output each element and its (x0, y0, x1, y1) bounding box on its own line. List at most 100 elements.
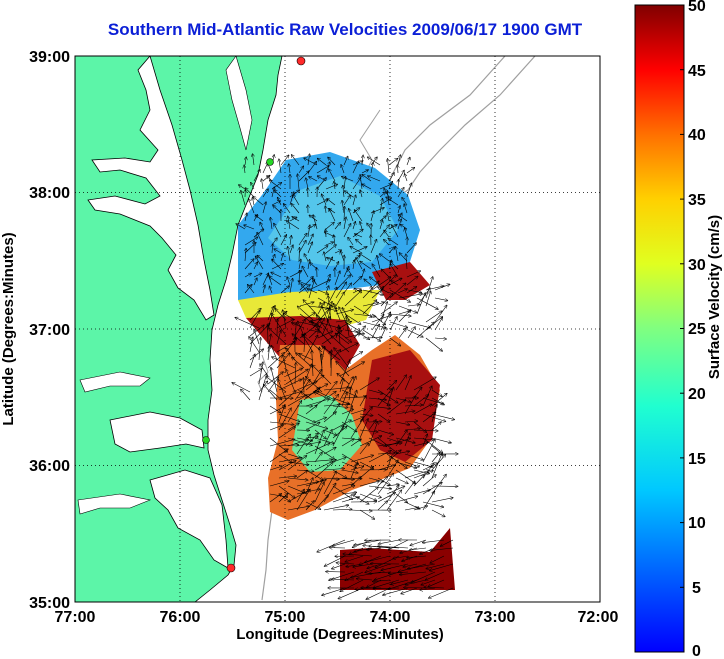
velocity-arrow (362, 329, 381, 341)
velocity-arrow (249, 199, 255, 214)
velocity-arrow (298, 166, 304, 174)
velocity-arrow (370, 239, 377, 254)
velocity-arrow (430, 563, 454, 571)
velocity-arrow (353, 563, 373, 567)
velocity-arrow (262, 179, 264, 190)
velocity-arrow (431, 454, 442, 479)
velocity-arrow (403, 563, 418, 567)
velocity-arrow (292, 217, 300, 222)
velocity-arrow (377, 389, 392, 407)
velocity-arrow (361, 170, 368, 174)
velocity-arrow (317, 289, 329, 294)
velocity-arrow (425, 291, 431, 307)
velocity-arrow (323, 395, 338, 415)
velocity-arrow (308, 280, 314, 299)
river-inlet (79, 371, 151, 393)
velocity-arrow (270, 218, 272, 230)
velocity-arrow (404, 421, 418, 422)
velocity-arrow (386, 485, 399, 503)
velocity-arrow (370, 163, 373, 174)
velocity-arrow (341, 484, 354, 487)
velocity-arrow (302, 266, 309, 278)
velocity-arrow (323, 483, 336, 503)
velocity-arrow (377, 474, 393, 495)
velocity-arrow (341, 497, 359, 503)
delmarva-channel (225, 56, 253, 151)
x-tick-label: 72:00 (578, 609, 619, 626)
velocity-arrow (384, 230, 390, 238)
velocity-arrow (352, 222, 355, 230)
velocity-arrow (278, 392, 301, 399)
velocity-arrow (323, 412, 336, 423)
velocity-arrow (420, 587, 436, 590)
velocity-arrow (395, 461, 417, 468)
velocity-arrow (431, 394, 447, 407)
velocity-field (238, 152, 455, 590)
velocity-arrow (313, 215, 318, 230)
velocity-arrow (404, 396, 415, 415)
chesapeake-bay (87, 56, 215, 321)
velocity-arrow (305, 405, 317, 415)
velocity-arrow (413, 404, 432, 415)
velocity-arrow (335, 282, 346, 299)
velocity-arrow (320, 303, 332, 329)
velocity-arrow (405, 174, 408, 182)
velocity-arrow (404, 376, 411, 391)
velocity-arrow (314, 417, 326, 423)
velocity-arrow (373, 588, 400, 589)
velocity-arrow (373, 580, 391, 582)
velocity-arrow (431, 498, 453, 503)
velocity-arrow (431, 422, 441, 431)
velocity-arrow (244, 237, 258, 246)
velocity-arrow (294, 380, 310, 401)
velocity-arrow (308, 225, 310, 238)
velocity-arrow (253, 278, 257, 286)
velocity-arrow (359, 481, 379, 487)
y-tick-label: 38:00 (29, 185, 70, 202)
velocity-arrow (314, 437, 334, 443)
velocity-arrow (349, 209, 354, 222)
velocity-arrow (314, 483, 324, 503)
velocity-arrow (434, 305, 447, 323)
velocity-arrow (262, 202, 266, 214)
velocity-arrow (413, 461, 433, 467)
velocity-arrow (329, 169, 336, 182)
velocity-arrow (313, 323, 332, 345)
velocity-arrow (249, 349, 263, 361)
x-tick-label: 74:00 (370, 609, 411, 626)
velocity-arrow (386, 197, 399, 206)
velocity-arrow (334, 304, 341, 321)
y-axis-label: Latitude (Degrees:Minutes) (0, 232, 17, 425)
velocity-arrow (356, 239, 363, 246)
velocity-arrow (287, 490, 310, 503)
velocity-arrow (386, 460, 398, 479)
velocity-arrow (377, 477, 387, 487)
velocity-arrow (259, 338, 261, 361)
velocity-arrow (374, 571, 400, 580)
colorbar-label: Surface Velocity (cm/s) (706, 215, 723, 379)
bathymetry-contour (391, 56, 536, 201)
velocity-arrow (431, 397, 444, 405)
colorbar-tick-label: 25 (688, 321, 706, 338)
velocity-arrow (397, 188, 404, 198)
velocity-arrow (391, 281, 399, 286)
velocity-arrow (422, 475, 436, 487)
velocity-arrow (323, 387, 349, 391)
velocity-arrow (341, 392, 347, 407)
velocity-arrow (389, 337, 401, 346)
velocity-arrow (317, 302, 325, 315)
velocity-arrow (379, 199, 383, 214)
velocity-arrow (271, 264, 283, 270)
velocity-arrow (325, 242, 333, 246)
velocity-arrow (426, 563, 445, 569)
velocity-arrow (269, 405, 281, 413)
velocity-arrow (395, 437, 415, 443)
velocity-arrow (368, 157, 381, 166)
velocity-arrow (380, 302, 397, 315)
velocity-arrow (362, 281, 379, 299)
velocity-arrow (393, 555, 409, 559)
velocity-arrow (341, 461, 356, 468)
velocity-arrow (354, 210, 363, 222)
velocity-arrow (244, 165, 245, 174)
